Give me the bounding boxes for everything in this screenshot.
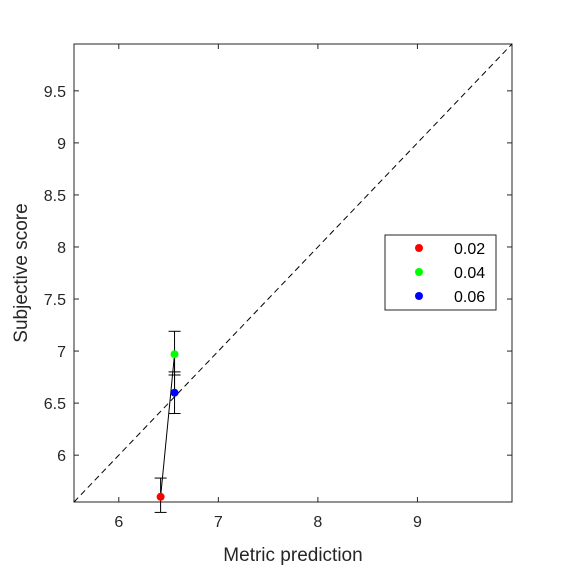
x-axis-label: Metric prediction xyxy=(223,545,362,566)
connecting-line xyxy=(160,354,176,497)
x-tick-label: 8 xyxy=(313,514,322,531)
legend-marker-1 xyxy=(415,268,423,276)
plot-frame xyxy=(73,43,513,503)
y-axis-label: Subjective score xyxy=(11,203,32,342)
legend-label-2: 0.06 xyxy=(454,289,485,306)
y-tick-label: 8 xyxy=(57,240,66,257)
y-tick-label: 7 xyxy=(57,344,66,361)
x-tick-label: 9 xyxy=(413,514,422,531)
reference-line xyxy=(73,43,513,503)
data-point-0 xyxy=(156,492,165,501)
legend-box xyxy=(384,234,497,311)
y-tick-label: 9.5 xyxy=(44,84,66,101)
data-point-2 xyxy=(170,388,179,397)
x-tick-label: 6 xyxy=(114,514,123,531)
legend-label-0: 0.02 xyxy=(454,241,485,258)
y-tick-label: 6 xyxy=(57,448,66,465)
data-point-1 xyxy=(170,350,179,359)
legend-label-1: 0.04 xyxy=(454,265,485,282)
legend-marker-2 xyxy=(415,292,423,300)
y-tick-label: 7.5 xyxy=(44,292,66,309)
legend-marker-0 xyxy=(415,244,423,252)
y-tick-label: 9 xyxy=(57,136,66,153)
y-tick-label: 8.5 xyxy=(44,188,66,205)
legend: 0.02 0.04 0.06 xyxy=(384,234,497,311)
y-tick-label: 6.5 xyxy=(44,396,66,413)
x-tick-label: 7 xyxy=(214,514,223,531)
